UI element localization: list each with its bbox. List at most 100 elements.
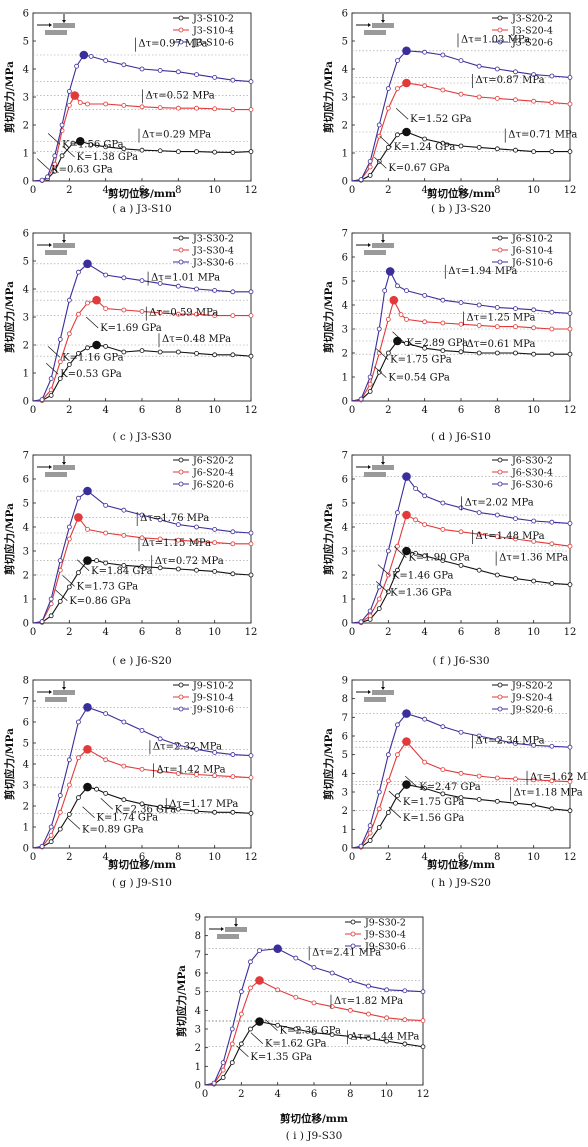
legend-label: J6-S20-2 bbox=[192, 456, 234, 467]
y-tick-label: 1 bbox=[342, 373, 348, 384]
peak-marker bbox=[83, 486, 92, 496]
data-point bbox=[476, 510, 482, 515]
x-tick-label: 6 bbox=[311, 1089, 317, 1100]
legend-marker bbox=[497, 469, 503, 475]
legend-marker bbox=[350, 931, 356, 937]
data-point bbox=[248, 79, 254, 84]
x-tick-label: 8 bbox=[175, 405, 181, 416]
data-point bbox=[238, 1011, 244, 1017]
arrow-icon bbox=[62, 240, 66, 243]
data-point bbox=[230, 529, 236, 535]
legend-marker bbox=[178, 694, 184, 700]
data-point bbox=[531, 72, 537, 77]
data-point bbox=[275, 987, 281, 993]
data-point bbox=[157, 280, 163, 286]
data-point bbox=[139, 766, 145, 772]
data-point bbox=[194, 105, 199, 111]
data-point bbox=[121, 275, 127, 281]
delta-tau-annotation: Δτ=1.94 MPa bbox=[448, 266, 517, 277]
x-tick-label: 4 bbox=[102, 185, 108, 196]
y-tick-label: 4 bbox=[342, 65, 348, 76]
data-point bbox=[230, 289, 236, 295]
data-point bbox=[404, 340, 409, 346]
k-leader-line bbox=[236, 1045, 249, 1058]
delta-tau-annotation: Δτ=2.02 MPa bbox=[465, 497, 534, 508]
data-point bbox=[121, 103, 127, 108]
x-tick-label: 4 bbox=[102, 627, 108, 638]
data-point bbox=[458, 563, 464, 568]
data-point bbox=[494, 512, 500, 518]
y-tick-label: 0 bbox=[23, 397, 29, 408]
y-tick-label: 9 bbox=[195, 913, 201, 924]
x-tick-label: 4 bbox=[102, 852, 108, 863]
arrow-icon bbox=[221, 927, 224, 931]
y-tick-label: 5 bbox=[342, 37, 348, 48]
y-tick-label: 3 bbox=[23, 313, 29, 324]
delta-tau-annotation: Δτ=1.82 MPa bbox=[334, 996, 403, 1007]
series-line bbox=[32, 706, 252, 849]
x-tick-label: 12 bbox=[245, 627, 258, 638]
x-tick-label: 12 bbox=[245, 185, 258, 196]
k-leader-line bbox=[55, 589, 68, 602]
data-point bbox=[66, 331, 72, 337]
data-point bbox=[440, 140, 446, 146]
peak-marker bbox=[402, 127, 411, 137]
k-leader-line bbox=[394, 546, 407, 558]
data-point bbox=[476, 350, 482, 356]
peak-marker bbox=[255, 976, 264, 985]
data-point bbox=[458, 349, 464, 355]
data-point bbox=[549, 309, 555, 315]
data-point bbox=[440, 87, 446, 93]
y-tick-label: 3 bbox=[23, 93, 29, 104]
k-leader-line bbox=[374, 366, 387, 378]
arrow-icon bbox=[368, 243, 371, 247]
data-point bbox=[513, 97, 518, 103]
x-tick-label: 2 bbox=[66, 852, 72, 863]
data-point bbox=[39, 397, 45, 403]
legend-marker bbox=[497, 259, 503, 265]
y-tick-label: 4 bbox=[342, 523, 348, 534]
k-leader-line bbox=[395, 107, 409, 120]
data-point bbox=[175, 522, 181, 527]
data-point bbox=[549, 541, 555, 547]
delta-tau-annotation: Δτ=1.44 MPa bbox=[350, 1031, 419, 1042]
y-tick-label: 7 bbox=[342, 229, 348, 240]
delta-tau-annotation: Δτ=1.17 MPa bbox=[169, 799, 238, 810]
legend-marker bbox=[178, 259, 184, 265]
data-point bbox=[230, 571, 236, 577]
data-point bbox=[395, 722, 400, 728]
x-tick-label: 4 bbox=[421, 405, 427, 416]
data-point bbox=[103, 530, 109, 536]
legend-label: J3-S20-6 bbox=[511, 38, 553, 49]
data-point bbox=[440, 348, 446, 354]
data-point bbox=[476, 733, 482, 739]
data-point bbox=[175, 149, 181, 155]
data-point bbox=[212, 773, 218, 778]
data-point bbox=[458, 529, 464, 535]
data-point bbox=[395, 543, 400, 549]
legend-marker bbox=[350, 943, 356, 949]
data-point bbox=[567, 808, 573, 814]
data-point bbox=[376, 596, 382, 602]
x-tick-label: 10 bbox=[208, 852, 221, 863]
data-point bbox=[103, 343, 109, 349]
data-point bbox=[103, 306, 109, 312]
data-point bbox=[275, 1022, 281, 1028]
data-point bbox=[367, 164, 373, 170]
data-point bbox=[248, 289, 254, 295]
data-point bbox=[476, 773, 482, 779]
data-point bbox=[121, 763, 127, 769]
legend-label: J3-S30-4 bbox=[192, 246, 234, 257]
data-point bbox=[76, 570, 81, 575]
data-point bbox=[194, 539, 199, 544]
data-point bbox=[458, 795, 464, 800]
data-point bbox=[385, 572, 391, 578]
data-point bbox=[440, 724, 446, 730]
stiffness-annotation: K=0.53 GPa bbox=[60, 369, 122, 380]
data-point bbox=[212, 527, 218, 532]
peak-marker bbox=[92, 340, 101, 350]
x-tick-label: 4 bbox=[421, 185, 427, 196]
data-point bbox=[248, 313, 254, 319]
data-point bbox=[66, 757, 72, 763]
specimen-lower-block bbox=[217, 934, 239, 939]
